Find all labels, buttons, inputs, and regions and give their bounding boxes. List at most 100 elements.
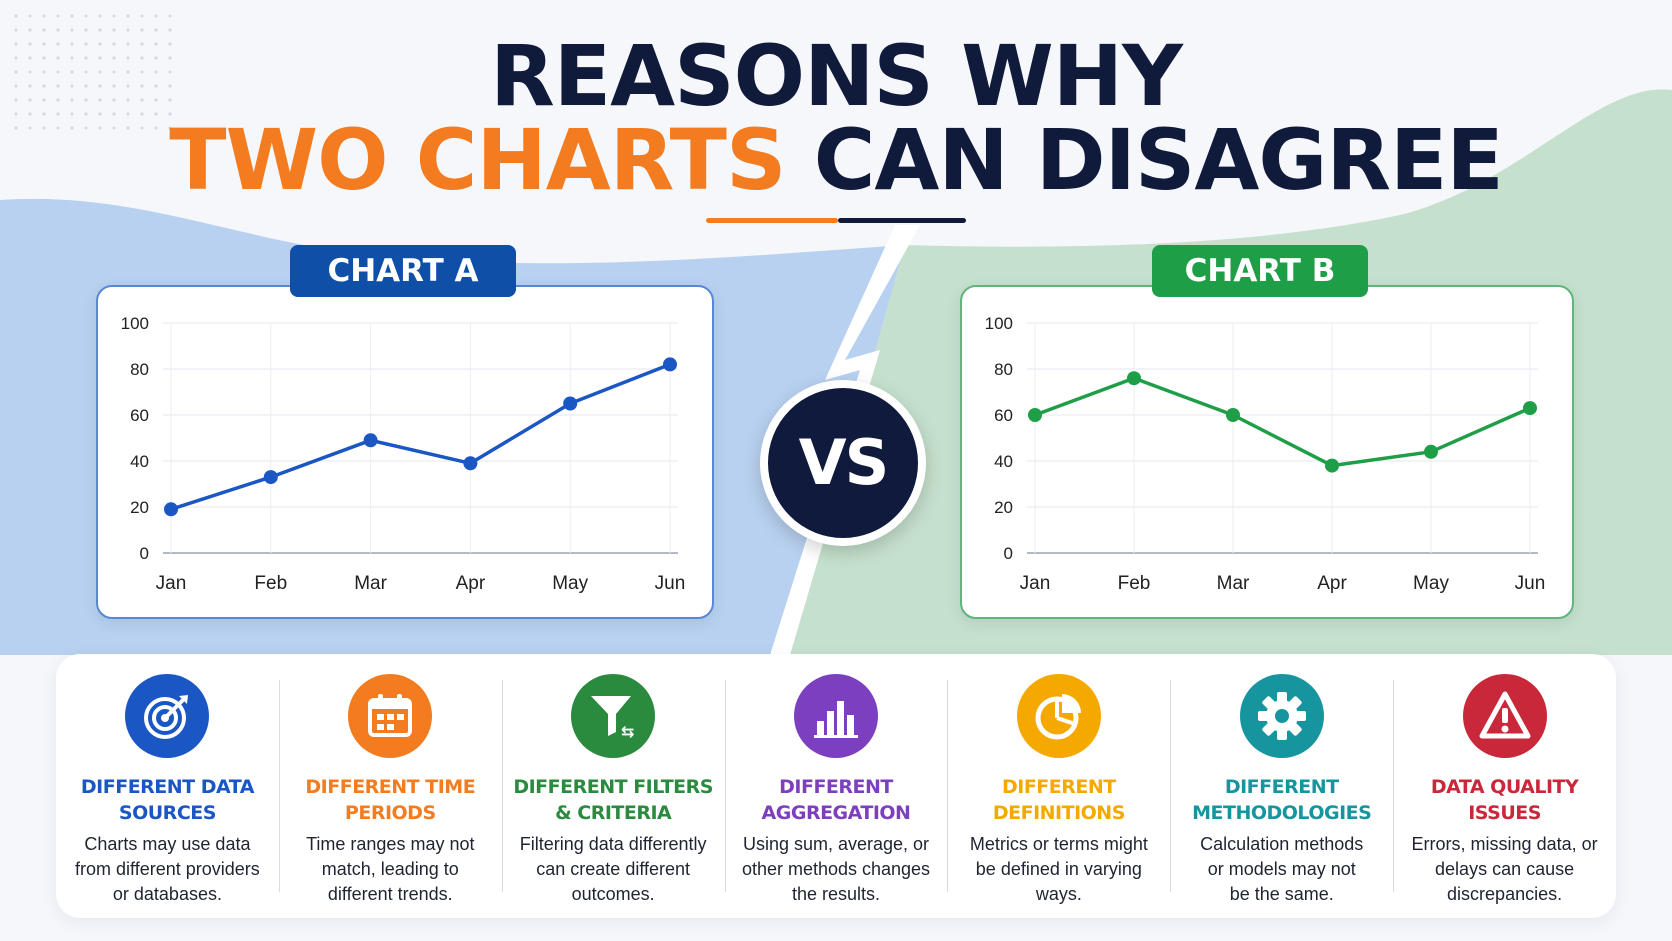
data-point [363, 433, 378, 448]
title-line-2: TWO CHARTS CAN DISAGREE [0, 112, 1672, 208]
data-point [1127, 371, 1141, 386]
gear-icon [1239, 674, 1324, 758]
data-point [1028, 408, 1042, 422]
data-point [1325, 458, 1339, 473]
reason-desc-line: Metrics or terms might [969, 834, 1148, 854]
reason-desc-line: Charts may use data [84, 834, 251, 854]
data-point [164, 502, 178, 517]
reason-item: ⇆ DIFFERENT FILTERS & CRITERIA Filtering da… [501, 654, 725, 918]
x-tick-label: Feb [1118, 573, 1151, 594]
target-icon [125, 674, 210, 758]
reason-item: DATA QUALITY ISSUES Errors, missing data, … [1393, 654, 1616, 918]
reason-title-line: DIFFERENT [1224, 776, 1339, 798]
reason-description: Using sum, average, or other methods chan… [725, 832, 948, 907]
reason-title: DATA QUALITY ISSUES [1393, 774, 1616, 826]
reason-item: DIFFERENT TIME PERIODS Time ranges may not… [278, 654, 502, 918]
reason-item: DIFFERENT METHODOLOGIES Calculation method… [1170, 654, 1393, 918]
y-tick-label: 20 [994, 498, 1013, 517]
chart-b-panel: 0 20 40 60 80 100 Jan Feb Mar Apr May Jun [960, 285, 1574, 619]
reason-title: DIFFERENT DATA SOURCES [56, 774, 279, 826]
y-tick-label: 100 [985, 314, 1013, 333]
reason-title-line: METHODOLOGIES [1192, 802, 1372, 824]
reason-title-line: PERIODS [344, 802, 436, 824]
reason-desc-line: outcomes. [571, 884, 655, 904]
x-tick-label: Jun [655, 573, 686, 594]
y-tick-label: 40 [994, 452, 1013, 471]
chart-b-plot: 0 20 40 60 80 100 Jan Feb Mar Apr May Jun [985, 314, 1546, 594]
x-tick-label: Mar [354, 573, 387, 594]
reason-desc-line: Using sum, average, or [742, 834, 930, 854]
y-tick-label: 80 [994, 360, 1013, 379]
y-tick-label: 0 [140, 544, 149, 563]
reason-desc-line: other methods changes [741, 859, 931, 879]
chart-a-badge: CHART A [290, 245, 516, 297]
data-point [263, 470, 278, 485]
reason-title-line: DIFFERENT DATA [80, 776, 255, 798]
data-point [1424, 444, 1438, 459]
series-line [170, 362, 671, 511]
reason-title: DIFFERENT AGGREGATION [725, 774, 948, 826]
x-tick-label: May [552, 573, 588, 594]
reason-desc-line: match, leading to [321, 859, 459, 879]
reason-item: DIFFERENT DEFINITIONS Metrics or terms mig… [947, 654, 1170, 918]
title-accent: TWO CHARTS [169, 111, 786, 209]
reason-title: DIFFERENT METHODOLOGIES [1170, 774, 1393, 826]
reason-desc-line: ways. [1035, 884, 1082, 904]
reason-title-line: DIFFERENT [779, 776, 893, 798]
x-tick-label: Jan [1020, 573, 1051, 594]
reason-desc-line: Filtering data differently [519, 834, 707, 854]
reason-title-line: AGGREGATION [761, 802, 911, 824]
reason-desc-line: from different providers [75, 859, 260, 879]
y-tick-label: 100 [121, 314, 149, 333]
reason-title-line: SOURCES [118, 802, 217, 824]
title-rest: CAN DISAGREE [813, 111, 1504, 209]
pie-chart-icon [1016, 674, 1101, 758]
chart-a-panel: 0 20 40 60 80 100 Jan Feb Mar Apr May Jun [96, 285, 714, 619]
x-tick-label: Jan [156, 573, 187, 594]
title-line-1: REASONS WHY [490, 27, 1183, 125]
y-tick-label: 0 [1004, 544, 1013, 563]
reason-title: DIFFERENT FILTERS & CRITERIA [502, 774, 725, 826]
reason-description: Charts may use data from different provid… [56, 832, 279, 907]
reason-desc-line: Time ranges may not [306, 834, 475, 854]
data-point [1226, 408, 1240, 422]
y-tick-label: 60 [130, 406, 149, 425]
reason-desc-line: Calculation methods [1200, 834, 1364, 854]
chart-b-badge: CHART B [1152, 245, 1368, 297]
reason-desc-line: discrepancies. [1447, 884, 1563, 904]
reason-description: Filtering data differently can create dif… [502, 832, 725, 907]
chart-a-plot: 0 20 40 60 80 100 Jan Feb Mar Apr May Jun [121, 314, 686, 594]
reason-item: DIFFERENT AGGREGATION Using sum, average, … [724, 654, 948, 918]
x-tick-label: Jun [1515, 573, 1546, 594]
x-tick-label: Feb [254, 573, 287, 594]
calendar-icon [348, 674, 433, 758]
reason-description: Errors, missing data, or delays can cause… [1393, 832, 1616, 907]
reason-desc-line: delays can cause [1435, 859, 1575, 879]
y-tick-label: 60 [994, 406, 1013, 425]
reason-title-line: & CRITERIA [555, 802, 672, 824]
reason-title-line: ISSUES [1468, 802, 1541, 824]
reason-desc-line: Errors, missing data, or [1411, 834, 1598, 854]
reason-description: Calculation methods or models may not be t… [1170, 832, 1393, 907]
svg-text:⇆: ⇆ [621, 722, 634, 741]
reason-title-line: DIFFERENT [1001, 776, 1116, 798]
reason-title-line: DIFFERENT FILTERS [513, 776, 713, 798]
reason-desc-line: be the same. [1229, 884, 1334, 904]
reason-title: DIFFERENT TIME PERIODS [279, 774, 502, 826]
reason-title-line: DIFFERENT TIME [305, 776, 476, 798]
reason-desc-line: different trends. [327, 884, 453, 904]
reason-item: DIFFERENT DATA SOURCES Charts may use data… [56, 654, 279, 918]
series-line [1034, 376, 1531, 468]
reason-desc-line: the results. [791, 884, 881, 904]
filter-icon: ⇆ [571, 674, 656, 758]
reason-desc-line: can create different [536, 859, 691, 879]
reason-title: DIFFERENT DEFINITIONS [947, 774, 1170, 826]
y-tick-label: 80 [130, 360, 149, 379]
data-point [563, 396, 578, 411]
title-underline-navy [838, 218, 966, 223]
y-tick-label: 20 [130, 498, 149, 517]
x-tick-label: Apr [456, 573, 486, 594]
x-tick-label: May [1413, 573, 1449, 594]
reason-desc-line: be defined in varying [975, 859, 1142, 879]
y-tick-label: 40 [130, 452, 149, 471]
